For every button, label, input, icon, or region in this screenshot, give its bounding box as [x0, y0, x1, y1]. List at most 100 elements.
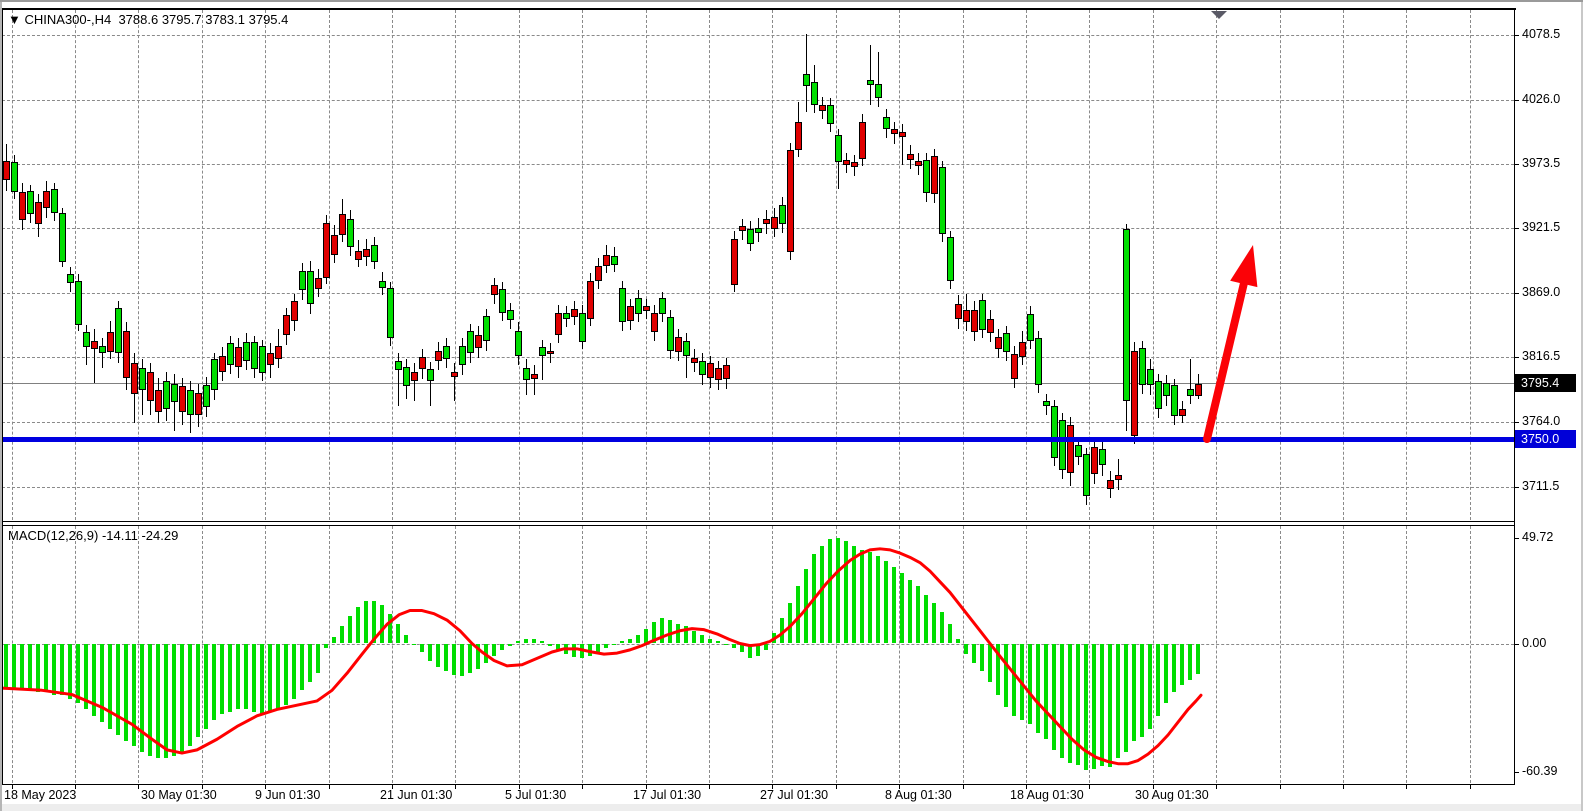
macd-histogram-bar: [308, 643, 312, 682]
time-axis-tick: [1216, 784, 1218, 789]
time-axis-label: 30 Aug 01:30: [1135, 788, 1209, 802]
candle-body: [187, 390, 194, 415]
candle-body: [1083, 454, 1090, 496]
macd-value: -14.11: [101, 528, 138, 543]
macd-histogram-bar: [476, 643, 480, 670]
macd-histogram-bar: [948, 624, 952, 644]
candle-body: [475, 334, 482, 349]
macd-histogram-bar: [964, 643, 968, 655]
candle-body: [259, 345, 266, 373]
vertical-gridline: [1279, 526, 1281, 783]
macd-histogram-bar: [1092, 643, 1096, 770]
candle-body: [803, 73, 810, 87]
price-chart-panel[interactable]: [2, 9, 1514, 521]
macd-histogram-bar: [1020, 643, 1024, 721]
candle-body: [643, 306, 650, 312]
time-axis-label: 27 Jul 01:30: [760, 788, 829, 802]
macd-axis-tick: [1514, 643, 1519, 645]
candle-body: [867, 79, 874, 85]
macd-histogram-bar: [484, 643, 488, 663]
candle-wick: [430, 361, 431, 407]
candle-body: [1115, 475, 1122, 480]
macd-histogram-bar: [1028, 643, 1032, 725]
price-axis-tick: [1514, 422, 1519, 424]
macd-histogram-bar: [460, 643, 464, 677]
candle-body: [731, 238, 738, 286]
macd-histogram-bar: [548, 643, 552, 646]
candle-body: [723, 365, 730, 379]
candle-body: [523, 367, 530, 381]
time-axis-label: 21 Jun 01:30: [380, 788, 453, 802]
macd-histogram-bar: [820, 545, 824, 644]
candle-body: [987, 318, 994, 334]
time-axis-label: 30 May 01:30: [141, 788, 217, 802]
candle-wick: [806, 34, 807, 112]
vertical-gridline: [645, 10, 647, 520]
macd-histogram-bar: [228, 643, 232, 712]
candle-body: [11, 162, 18, 192]
horizontal-gridline: [2, 35, 1514, 36]
time-axis-tick: [74, 784, 76, 789]
macd-histogram-bar: [1140, 643, 1144, 738]
candle-body: [835, 135, 842, 163]
macd-histogram-bar: [236, 643, 240, 710]
macd-histogram-bar: [812, 554, 816, 644]
candle-body: [931, 156, 938, 195]
macd-histogram-bar: [924, 594, 928, 644]
candle-wick: [902, 124, 903, 165]
candle-body: [795, 121, 802, 151]
macd-histogram-bar: [172, 643, 176, 757]
vertical-gridline: [138, 10, 140, 520]
candle-body: [211, 359, 218, 391]
macd-histogram-bar: [652, 622, 656, 644]
macd-histogram-bar: [796, 586, 800, 644]
macd-histogram-bar: [596, 643, 600, 652]
candle-body: [307, 270, 314, 304]
macd-histogram-bar: [412, 643, 416, 645]
candle-body: [363, 248, 370, 258]
time-axis-tick: [1469, 784, 1471, 789]
macd-histogram-bar: [260, 643, 264, 714]
macd-histogram-bar: [1132, 643, 1136, 742]
macd-histogram-bar: [180, 643, 184, 752]
macd-histogram-bar: [884, 560, 888, 644]
macd-histogram-bar: [444, 643, 448, 672]
macd-histogram-bar: [20, 643, 24, 691]
candle-body: [635, 297, 642, 314]
candle-body: [299, 270, 306, 291]
time-axis-tick: [1152, 784, 1154, 789]
candle-body: [51, 189, 58, 213]
macd-histogram-bar: [212, 643, 216, 721]
macd-histogram-bar: [92, 643, 96, 716]
horizontal-gridline: [2, 164, 1514, 166]
candle-body: [739, 226, 746, 232]
candle-body: [675, 337, 682, 352]
support-trendline[interactable]: [2, 437, 1514, 443]
macd-histogram-bar: [1004, 643, 1008, 708]
candle-body: [91, 340, 98, 350]
macd-axis-label: 0.00: [1522, 635, 1547, 650]
candle-body: [275, 345, 282, 360]
macd-histogram-bar: [508, 643, 512, 646]
macd-histogram-bar: [748, 643, 752, 659]
candle-body: [1123, 228, 1130, 402]
candle-body: [267, 353, 274, 366]
macd-histogram-bar: [660, 617, 664, 644]
vertical-gridline: [391, 526, 393, 783]
time-axis-tick: [265, 784, 267, 789]
macd-histogram-bar: [284, 643, 288, 706]
candle-body: [435, 350, 442, 361]
candle-body: [1099, 449, 1106, 466]
macd-histogram-bar: [684, 626, 688, 644]
candle-body: [955, 303, 962, 319]
candle-body: [443, 345, 450, 360]
macd-histogram-bar: [1164, 643, 1168, 704]
macd-histogram-bar: [524, 639, 528, 644]
macd-histogram-bar: [268, 643, 272, 712]
candle-body: [1003, 333, 1010, 352]
candle-body: [1011, 354, 1018, 379]
time-axis-tick: [582, 784, 584, 789]
horizontal-gridline: [2, 486, 1514, 488]
candle-body: [579, 312, 586, 343]
macd-axis-label: -60.39: [1522, 763, 1558, 778]
